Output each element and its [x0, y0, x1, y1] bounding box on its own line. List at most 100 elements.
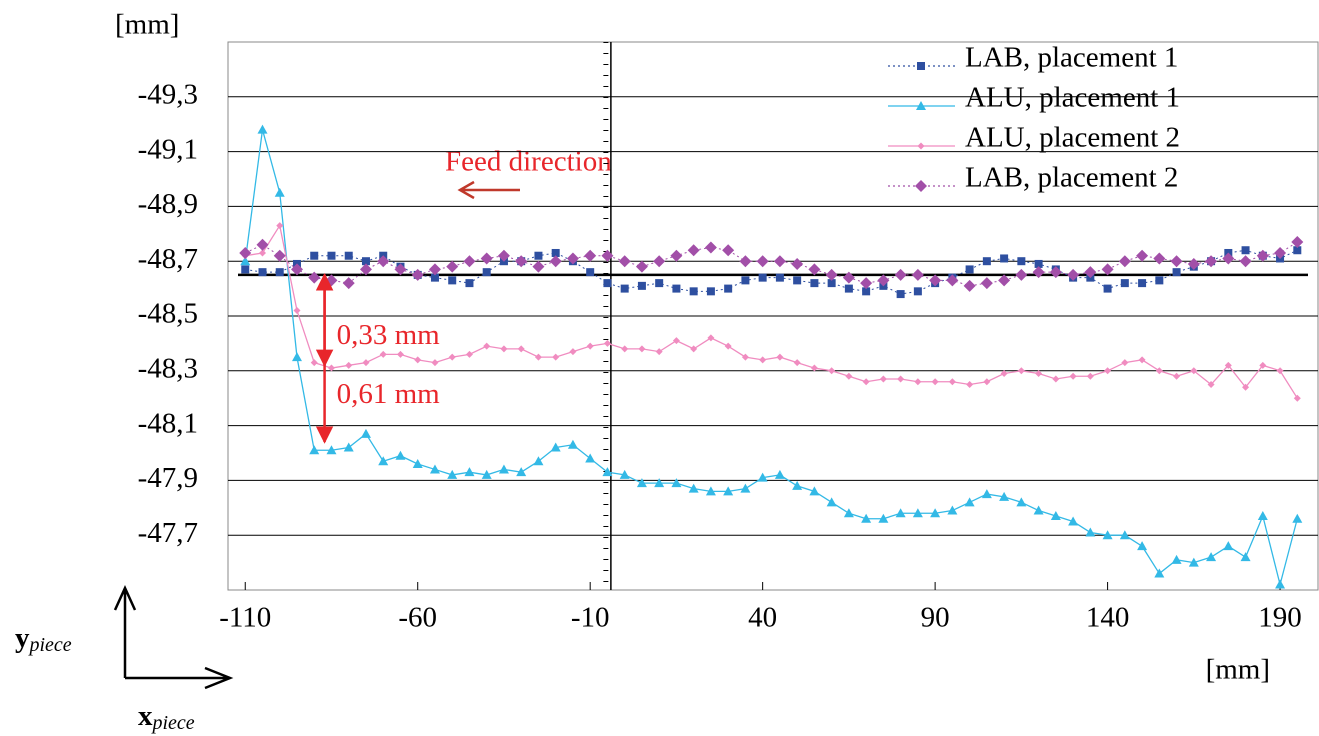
point — [239, 246, 252, 259]
legend-label: ALU, placement 1 — [965, 82, 1180, 114]
point — [482, 268, 491, 277]
point — [688, 483, 699, 493]
point — [810, 364, 818, 372]
point — [913, 287, 922, 296]
y-tick-label: -48,5 — [138, 298, 198, 330]
x-tick-label: 40 — [748, 602, 777, 634]
point — [638, 345, 646, 353]
point — [602, 467, 613, 477]
point — [963, 279, 976, 292]
point — [1103, 284, 1112, 293]
legend-marker — [915, 180, 927, 192]
y-tick-label: -48,3 — [138, 352, 198, 384]
point — [603, 339, 611, 347]
point — [359, 263, 372, 276]
point — [1205, 255, 1218, 268]
point — [1000, 370, 1008, 378]
point — [517, 345, 525, 353]
point — [1222, 252, 1235, 265]
point — [1240, 552, 1251, 562]
annotation-label: 0,61 mm — [337, 378, 441, 410]
point — [792, 480, 803, 490]
point — [895, 508, 906, 518]
point — [326, 445, 337, 455]
point — [361, 257, 370, 266]
point — [310, 251, 319, 260]
point — [687, 244, 700, 257]
point — [672, 284, 681, 293]
point — [793, 276, 802, 285]
point — [1257, 511, 1268, 521]
point — [585, 453, 596, 463]
point — [947, 505, 958, 515]
point — [327, 251, 336, 260]
point — [756, 255, 769, 268]
point — [411, 268, 424, 281]
point — [603, 279, 612, 288]
point — [690, 345, 698, 353]
point — [532, 260, 545, 273]
point — [654, 478, 665, 488]
point — [689, 287, 698, 296]
point — [273, 249, 286, 262]
point — [1155, 367, 1163, 375]
point — [774, 469, 785, 479]
point — [983, 378, 991, 386]
point — [999, 491, 1010, 501]
point — [707, 334, 715, 342]
point — [809, 486, 820, 496]
legend-marker — [917, 142, 925, 150]
y-tick-label: -48,1 — [138, 407, 198, 439]
point — [948, 378, 956, 386]
x-symbol-sub: piece — [151, 712, 195, 734]
point — [980, 277, 993, 290]
point — [1085, 527, 1096, 537]
point — [448, 353, 456, 361]
point — [1052, 375, 1060, 383]
point — [671, 478, 682, 488]
point — [982, 257, 991, 266]
point — [862, 378, 870, 386]
point — [429, 464, 440, 474]
point — [861, 513, 872, 523]
annotation-label: 0,33 mm — [337, 319, 441, 351]
point — [534, 251, 543, 260]
y-axis-label: [mm] — [115, 9, 179, 41]
y-symbol-main: y — [15, 622, 30, 654]
point — [396, 350, 404, 358]
point — [621, 345, 629, 353]
point — [1239, 255, 1252, 268]
point — [946, 274, 959, 287]
point — [446, 260, 459, 273]
point — [758, 273, 767, 282]
point — [291, 352, 302, 362]
point — [275, 268, 284, 277]
point — [308, 271, 321, 284]
point — [1241, 246, 1250, 255]
point — [929, 274, 942, 287]
point — [912, 508, 923, 518]
point — [586, 342, 594, 350]
point — [1119, 530, 1130, 540]
point — [722, 244, 735, 257]
point — [240, 256, 251, 266]
point — [810, 279, 819, 288]
point — [515, 255, 528, 268]
point — [619, 469, 630, 479]
point — [1188, 557, 1199, 567]
x-tick-label: 190 — [1258, 602, 1302, 634]
point — [1206, 552, 1217, 562]
point — [342, 277, 355, 290]
point — [773, 255, 786, 268]
point — [258, 249, 266, 257]
point — [981, 489, 992, 499]
point — [567, 439, 578, 449]
point — [1138, 279, 1147, 288]
point — [672, 337, 680, 345]
point — [965, 265, 974, 274]
y-tick-label: -47,7 — [138, 517, 198, 549]
y-symbol-sub: piece — [28, 634, 72, 656]
y-symbol: ypiece — [15, 622, 72, 656]
point — [1017, 367, 1025, 375]
